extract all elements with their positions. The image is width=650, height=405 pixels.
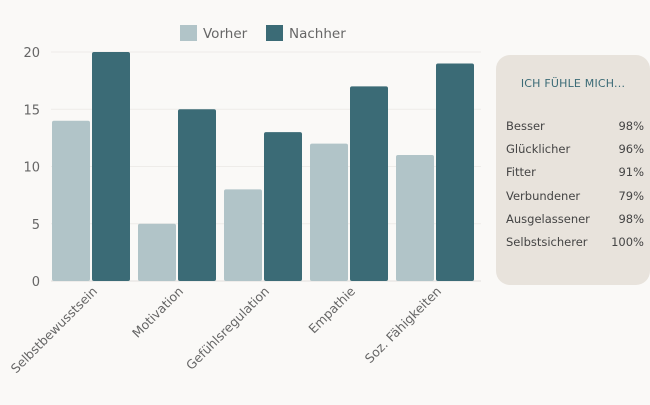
feeling-label: Selbstsicherer bbox=[506, 234, 588, 249]
x-tick-label: Selbstbewusstsein bbox=[8, 284, 100, 376]
feeling-row: Selbstsicherer 100% bbox=[506, 235, 644, 258]
legend-label: Nachher bbox=[289, 26, 346, 42]
bar-vorher bbox=[310, 143, 348, 281]
feeling-row: Ausgelassener 98% bbox=[506, 212, 644, 235]
bar-nachher bbox=[178, 109, 216, 281]
y-tick-label: 15 bbox=[23, 103, 40, 118]
legend-swatch-vorher bbox=[180, 25, 197, 41]
bar-vorher bbox=[396, 155, 434, 281]
feeling-row: Glücklicher 96% bbox=[506, 142, 644, 165]
bar-vorher bbox=[138, 223, 176, 281]
y-tick-label: 10 bbox=[23, 161, 40, 176]
feeling-value: 98% bbox=[618, 211, 644, 226]
bar-nachher bbox=[436, 63, 474, 282]
y-tick-label: 20 bbox=[23, 46, 40, 61]
y-tick-label: 5 bbox=[32, 218, 40, 233]
feeling-row: Besser 98% bbox=[506, 119, 644, 142]
feeling-value: 98% bbox=[618, 119, 644, 133]
feeling-row: Verbundener 79% bbox=[506, 189, 644, 212]
x-tick-label: Soz. Fähigkeiten bbox=[362, 284, 444, 366]
feeling-value: 79% bbox=[618, 188, 644, 203]
feeling-value: 91% bbox=[618, 165, 644, 180]
feeling-value: 96% bbox=[618, 142, 644, 157]
bar-chart: 0 5 10 15 20 Selbstbewusstsein MotivationGefüh… bbox=[8, 25, 481, 376]
feeling-row: Fitter 91% bbox=[506, 165, 644, 188]
feeling-label: Fitter bbox=[506, 165, 536, 180]
feelings-panel: ICH FÜHLE MICH... Besser 98% Glücklicher 96… bbox=[496, 55, 650, 285]
feeling-value: 100% bbox=[611, 234, 644, 249]
y-tick-label: 0 bbox=[32, 275, 40, 290]
feeling-label: Verbundener bbox=[506, 188, 581, 203]
x-tick-label: Motivation bbox=[129, 284, 186, 341]
bar-nachher bbox=[264, 132, 302, 281]
legend-swatch-nachher bbox=[266, 25, 283, 41]
panel-title: ICH FÜHLE MICH... bbox=[520, 77, 626, 90]
feeling-label: Glücklicher bbox=[506, 142, 571, 157]
bar-nachher bbox=[92, 52, 130, 281]
feeling-label: Ausgelassener bbox=[506, 211, 590, 226]
feeling-label: Besser bbox=[506, 119, 545, 133]
legend-label: Vorher bbox=[203, 26, 248, 42]
bar-vorher bbox=[52, 120, 90, 281]
bar-nachher bbox=[350, 86, 388, 281]
x-tick-label: Gefühlsregulation bbox=[183, 284, 272, 373]
x-tick-label: Empathie bbox=[305, 283, 358, 336]
bar-vorher bbox=[224, 189, 262, 281]
